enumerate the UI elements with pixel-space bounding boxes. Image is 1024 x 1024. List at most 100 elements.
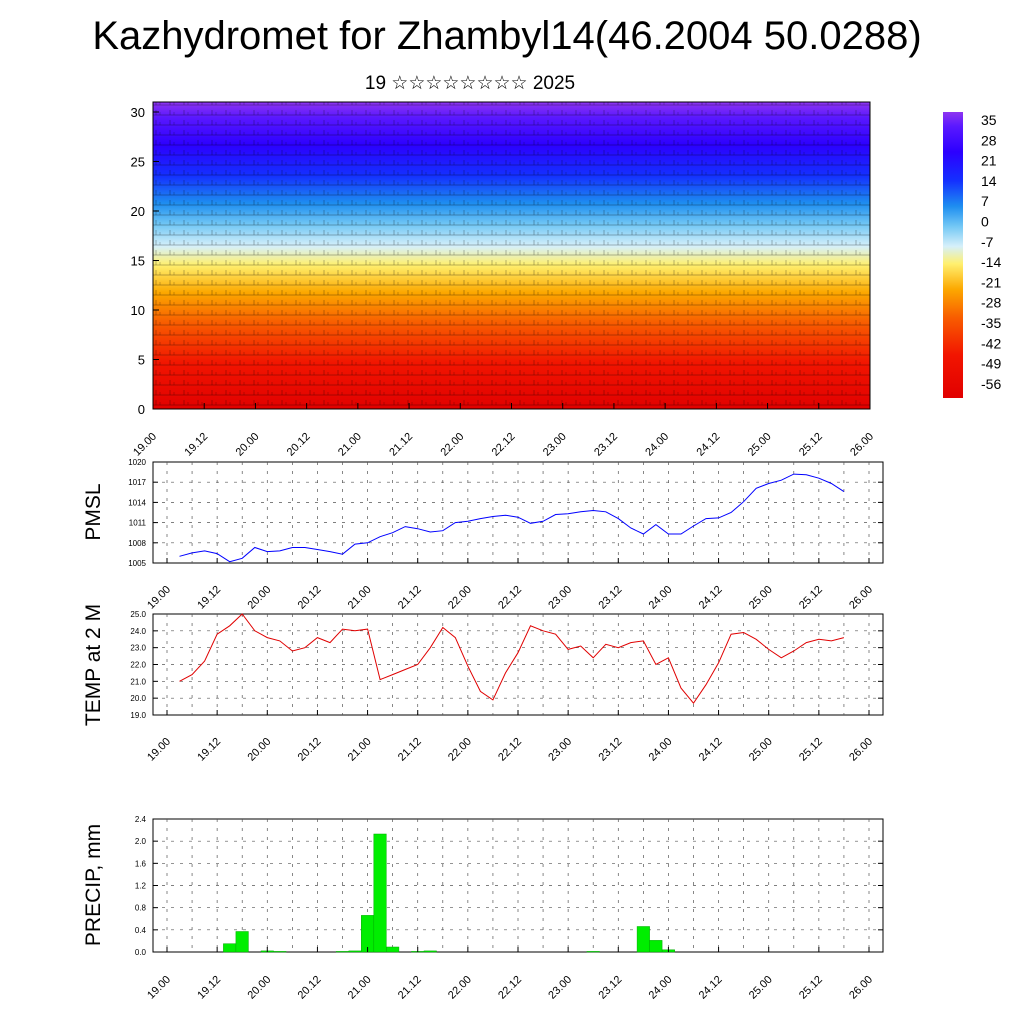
x-tick-label: 23.00 (546, 974, 574, 1002)
colorbar-fill (943, 112, 963, 398)
precip-bar (636, 926, 650, 953)
x-tick-label: 22.12 (496, 974, 524, 1002)
x-tick-label: 20.12 (285, 431, 313, 459)
y-tick-label: 1005 (128, 559, 146, 568)
y-tick-label: 2.4 (135, 815, 147, 824)
x-tick-label: 23.12 (596, 736, 624, 764)
x-tick-label: 22.12 (490, 431, 518, 459)
x-tick-label: 21.00 (346, 974, 374, 1002)
x-tick-label: 22.00 (446, 584, 474, 612)
wind-barb-field (153, 102, 870, 409)
x-tick-label: 21.12 (396, 736, 424, 764)
y-tick-label: 1020 (128, 458, 146, 467)
chart-title: Kazhydromet for Zhambyl14(46.2004 50.028… (92, 14, 922, 58)
y-tick-label: 23.0 (130, 644, 146, 653)
pmsl-grid (153, 462, 883, 563)
colorbar: 35 28 21 14 7 0 -7 -14 -21 -28 -35 -42 -49 -56 (943, 112, 1001, 398)
precip-panel: 0.0 0.4 0.8 1.2 1.6 2.0 2.4 19.00 19.12 20.00 20.1… (82, 815, 884, 1002)
y-tick-label: 24.0 (130, 627, 146, 636)
colorbar-label: -35 (981, 315, 1001, 331)
precip-bar (273, 951, 287, 953)
x-tick-label: 22.12 (496, 584, 524, 612)
x-tick-label: 24.00 (647, 584, 675, 612)
y-tick-label: 30 (131, 105, 145, 120)
x-tick-label: 24.12 (697, 974, 725, 1002)
pmsl-ticks: 1005 1008 1011 1014 1017 1020 19.00 19.12 20.00 2… (128, 458, 883, 612)
colorbar-label: 7 (981, 193, 989, 209)
precip-grid (153, 819, 883, 952)
x-tick-label: 25.12 (797, 584, 825, 612)
precip-bar (361, 915, 375, 953)
y-tick-label: 25 (131, 155, 145, 170)
x-tick-label: 25.00 (746, 431, 774, 459)
x-tick-label: 21.12 (387, 431, 415, 459)
precip-bar (586, 951, 600, 953)
x-tick-label: 24.12 (697, 736, 725, 764)
y-tick-label: 1.6 (135, 859, 147, 868)
y-tick-label: 20.0 (130, 694, 146, 703)
x-tick-label: 22.00 (438, 431, 466, 459)
y-tick-label: 2.0 (135, 837, 147, 846)
temp-ticks: 19.0 20.0 21.0 22.0 23.0 24.0 25.0 19.00 19.12 20… (130, 610, 883, 764)
heatmap-frame (152, 101, 871, 410)
precip-bar (235, 931, 249, 953)
x-tick-label: 20.00 (245, 584, 273, 612)
y-tick-label: 22.0 (130, 661, 146, 670)
x-tick-label: 21.12 (396, 584, 424, 612)
x-tick-label: 25.00 (747, 974, 775, 1002)
temp-panel: 19.0 20.0 21.0 22.0 23.0 24.0 25.0 19.00 19.12 20… (82, 604, 884, 764)
x-tick-label: 24.00 (647, 974, 675, 1002)
colorbar-label: -21 (981, 274, 1001, 290)
x-tick-label: 22.00 (446, 736, 474, 764)
colorbar-label: 28 (981, 132, 997, 148)
x-tick-label: 20.12 (296, 584, 324, 612)
pmsl-series-line (179, 473, 845, 563)
y-tick-label: 0.8 (135, 904, 147, 913)
colorbar-label: -14 (981, 254, 1001, 270)
x-tick-label: 25.12 (797, 974, 825, 1002)
y-tick-label: 0 (138, 402, 145, 417)
precip-bar (649, 940, 663, 953)
x-tick-label: 23.00 (541, 431, 569, 459)
x-tick-label: 25.00 (747, 584, 775, 612)
x-tick-label: 20.00 (245, 736, 273, 764)
precip-bar (373, 833, 387, 953)
x-tick-label: 21.00 (336, 431, 364, 459)
y-tick-label: 0.0 (135, 948, 147, 957)
y-tick-label: 1017 (128, 478, 146, 487)
colorbar-label: 0 (981, 214, 989, 230)
x-tick-label: 20.12 (296, 736, 324, 764)
x-tick-label: 24.12 (695, 431, 723, 459)
pmsl-panel: 1005 1008 1011 1014 1017 1020 19.00 19.12 20.00 2… (82, 458, 884, 612)
x-tick-label: 19.00 (131, 431, 159, 459)
temp-ylabel: TEMP at 2 M (82, 604, 105, 726)
x-tick-label: 26.00 (847, 974, 875, 1002)
temp-grid (153, 614, 883, 715)
x-tick-label: 19.12 (182, 431, 210, 459)
precip-bar (386, 946, 400, 953)
colorbar-label: 14 (981, 173, 997, 189)
colorbar-labels: 35 28 21 14 7 0 -7 -14 -21 -28 -35 -42 -49 -56 (981, 112, 1001, 392)
x-tick-label: 23.00 (546, 584, 574, 612)
precip-bar (348, 950, 362, 953)
x-tick-label: 21.12 (396, 974, 424, 1002)
x-tick-label: 19.12 (195, 974, 223, 1002)
x-tick-label: 19.00 (145, 584, 173, 612)
precip-bars (223, 833, 675, 953)
y-tick-label: 20 (131, 204, 145, 219)
x-tick-label: 20.12 (296, 974, 324, 1002)
y-tick-label: 1011 (129, 519, 147, 528)
y-tick-label: 0.4 (135, 926, 147, 935)
x-tick-label: 23.12 (596, 584, 624, 612)
colorbar-label: -7 (981, 234, 994, 250)
y-tick-label: 1.2 (135, 882, 147, 891)
x-tick-label: 21.00 (346, 736, 374, 764)
x-tick-label: 23.12 (592, 431, 620, 459)
x-tick-label: 26.00 (847, 736, 875, 764)
x-tick-label: 19.00 (145, 974, 173, 1002)
y-tick-label: 1014 (128, 498, 146, 507)
x-tick-label: 21.00 (346, 584, 374, 612)
x-tick-label: 24.12 (697, 584, 725, 612)
y-tick-label: 15 (131, 254, 145, 269)
y-tick-label: 21.0 (130, 677, 146, 686)
